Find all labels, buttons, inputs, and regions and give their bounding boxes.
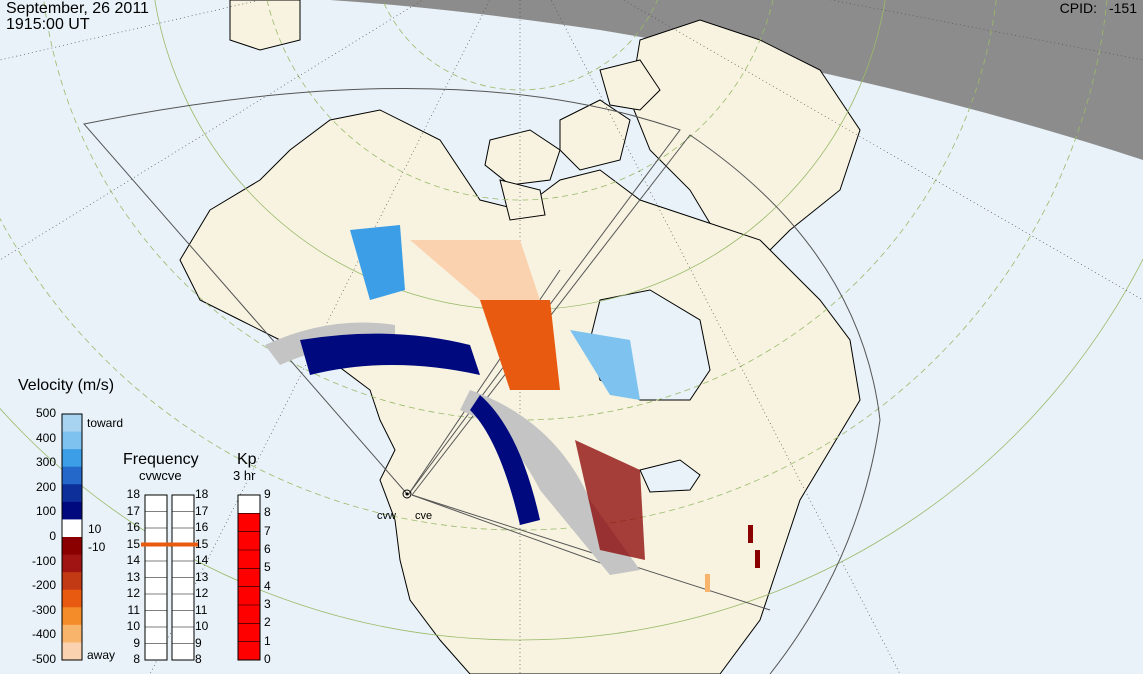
land-siberia bbox=[229, 0, 301, 51]
velocity-color-segment bbox=[62, 449, 82, 468]
cpid-label: CPID: bbox=[1059, 0, 1097, 16]
velocity-tick-label: -300 bbox=[31, 602, 56, 617]
kp-tick-label: 8 bbox=[264, 505, 271, 520]
radar-label-cve: cve bbox=[415, 510, 433, 522]
frequency-tick-left: 15 bbox=[126, 536, 140, 551]
radar-fov bbox=[83, 87, 881, 674]
frequency-tick-right: 11 bbox=[195, 602, 208, 617]
kp-tick-label: 2 bbox=[264, 615, 271, 630]
velocity-tick-label: -200 bbox=[31, 578, 56, 593]
kp-bar bbox=[237, 494, 261, 661]
kp-tick-label: 3 bbox=[264, 597, 271, 611]
velocity-tick-label: 400 bbox=[35, 430, 56, 445]
frequency-tick-left: 14 bbox=[126, 553, 140, 567]
kp-title: Kp bbox=[237, 451, 257, 468]
velocity-threshold-neg: -10 bbox=[88, 540, 106, 554]
kp-tick-label: 5 bbox=[264, 560, 271, 575]
velocity-tick-label: -400 bbox=[31, 627, 56, 642]
velocity-color-segment bbox=[62, 572, 82, 591]
kp-tick-label: 6 bbox=[264, 542, 271, 556]
kp-subtitle: 3 hr bbox=[233, 468, 256, 483]
velocity-tick-label: 100 bbox=[35, 504, 56, 519]
kp-tick-label: 9 bbox=[264, 487, 271, 501]
velocity-threshold-pos: 10 bbox=[88, 522, 102, 536]
kp-tick-label: 7 bbox=[264, 523, 271, 538]
velocity-color-segment bbox=[62, 519, 82, 538]
velocity-color-segment bbox=[62, 607, 82, 626]
night-region bbox=[330, 0, 1143, 160]
frequency-tick-right: 10 bbox=[195, 619, 209, 633]
radar-site-cvw-dot bbox=[405, 492, 409, 496]
frequency-tick-left: 8 bbox=[133, 652, 140, 666]
kp-tick-label: 1 bbox=[264, 633, 271, 648]
velocity-tick-label: 200 bbox=[35, 479, 56, 494]
frequency-tick-right: 9 bbox=[195, 635, 202, 650]
velocity-scatter-toward bbox=[300, 225, 640, 525]
radar-label-cvw: cvw bbox=[377, 510, 396, 522]
frequency-tick-right: 16 bbox=[195, 520, 209, 534]
kp-tick-label: 4 bbox=[264, 578, 271, 593]
frequency-bars bbox=[141, 494, 198, 661]
frequency-title: Frequency bbox=[123, 451, 199, 468]
land-arctic-island-2 bbox=[559, 99, 631, 171]
velocity-color-segment bbox=[62, 414, 82, 433]
frequency-radar-labels: cvwcve bbox=[139, 468, 182, 483]
frequency-tick-right: 13 bbox=[195, 569, 209, 584]
great-lakes bbox=[639, 459, 701, 493]
frequency-tick-left: 17 bbox=[126, 503, 140, 518]
land-arctic-island-3 bbox=[599, 59, 661, 111]
radar-site-cvw bbox=[402, 489, 412, 499]
velocity-tick-label: 300 bbox=[35, 455, 56, 470]
velocity-color-segment bbox=[62, 537, 82, 556]
frequency-tick-left: 18 bbox=[126, 487, 140, 501]
time-label: 1915:00 UT bbox=[6, 16, 90, 33]
frequency-tick-left: 16 bbox=[126, 520, 140, 534]
frequency-tick-right: 17 bbox=[195, 503, 209, 518]
frequency-tick-left: 12 bbox=[126, 586, 140, 600]
velocity-color-segment bbox=[62, 466, 82, 485]
frequency-tick-right: 8 bbox=[195, 652, 202, 666]
velocity-color-segment bbox=[62, 624, 82, 643]
frequency-tick-right: 12 bbox=[195, 586, 209, 600]
velocity-toward-label: toward bbox=[87, 416, 124, 430]
cpid-value: -151 bbox=[1108, 0, 1137, 16]
velocity-color-segment bbox=[62, 589, 82, 608]
frequency-tick-left: 10 bbox=[126, 619, 140, 633]
velocity-away-label: away bbox=[87, 648, 116, 662]
velocity-color-segment bbox=[62, 554, 82, 573]
velocity-color-segment bbox=[62, 501, 82, 520]
velocity-scatter-away bbox=[410, 240, 760, 592]
kp-tick-label: 0 bbox=[264, 652, 271, 666]
velocity-color-segment bbox=[62, 642, 82, 661]
velocity-tick-label: -500 bbox=[31, 652, 56, 666]
frequency-tick-left: 9 bbox=[133, 635, 140, 650]
frequency-marker bbox=[141, 542, 171, 547]
velocity-color-segment bbox=[62, 484, 82, 503]
velocity-tick-label: -100 bbox=[31, 553, 56, 568]
kp-bar-frame bbox=[237, 494, 261, 661]
frequency-tick-right: 14 bbox=[195, 553, 209, 567]
frequency-marker bbox=[168, 542, 198, 547]
velocity-tick-label: 0 bbox=[49, 529, 56, 543]
frequency-tick-left: 13 bbox=[126, 569, 140, 584]
velocity-color-segment bbox=[62, 431, 82, 450]
velocity-colorbar-frame bbox=[61, 413, 83, 661]
land-arctic-island-1 bbox=[484, 129, 561, 186]
date-label: September, 26 2011 bbox=[6, 0, 149, 17]
frequency-tick-right: 15 bbox=[195, 536, 209, 551]
velocity-tick-label: 500 bbox=[35, 406, 56, 420]
frequency-tick-left: 11 bbox=[127, 602, 140, 617]
frequency-tick-right: 18 bbox=[195, 487, 209, 501]
velocity-colorbar bbox=[61, 413, 83, 661]
velocity-title: Velocity (m/s) bbox=[18, 377, 115, 394]
